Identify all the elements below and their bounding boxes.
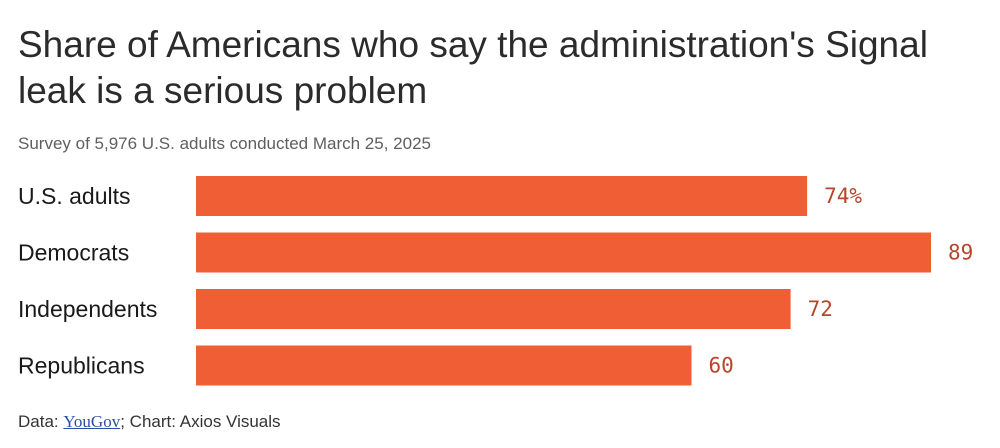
value-label: 72 <box>808 297 833 321</box>
footer-chart-credit: ; Chart: Axios Visuals <box>120 412 281 431</box>
chart-title: Share of Americans who say the administr… <box>18 24 928 111</box>
bar <box>196 176 808 216</box>
footer-data-prefix: Data: <box>18 412 64 431</box>
chart-subtitle: Survey of 5,976 U.S. adults conducted Ma… <box>18 134 431 153</box>
source-link[interactable]: YouGov <box>63 412 121 431</box>
category-label: Republicans <box>18 353 145 379</box>
value-label: 89 <box>948 241 973 265</box>
value-label: 60 <box>709 354 734 378</box>
bar <box>196 345 692 386</box>
bar <box>196 232 931 273</box>
category-label: Independents <box>18 296 157 322</box>
value-label: 74% <box>824 184 862 208</box>
category-label: U.S. adults <box>18 183 131 209</box>
bar-chart: U.S. adults 74% Democrats 89 Independents 72 R… <box>18 176 973 386</box>
bar <box>196 289 791 329</box>
category-label: Democrats <box>18 240 129 266</box>
chart-footer: Data: YouGov; Chart: Axios Visuals <box>18 412 281 432</box>
